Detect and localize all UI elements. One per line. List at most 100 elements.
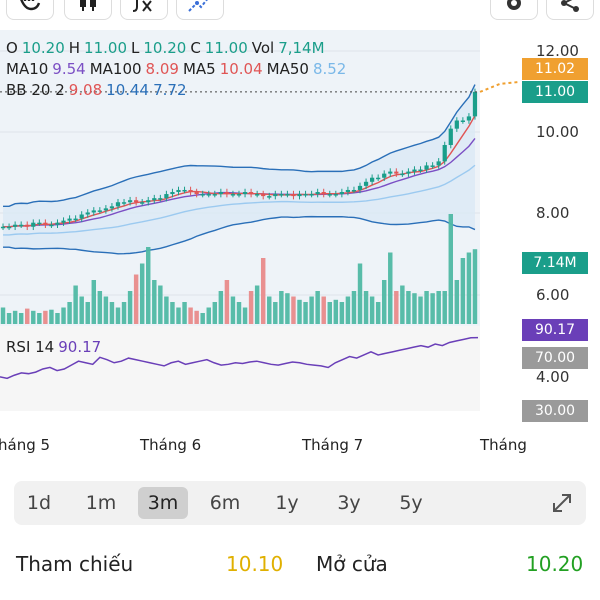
volume-bar	[212, 302, 218, 324]
candle-body	[321, 192, 326, 195]
range-1m[interactable]: 1m	[85, 492, 117, 514]
volume-bar	[454, 280, 460, 324]
candle-body	[200, 194, 205, 196]
volume-bar	[448, 214, 453, 324]
volume-bar	[412, 293, 417, 324]
ma-value: 10.04	[219, 60, 263, 78]
candle-body	[43, 222, 48, 225]
candle-body	[267, 196, 272, 198]
volume-bar	[109, 302, 115, 324]
volume-bar	[61, 307, 66, 324]
candle-body	[394, 171, 399, 174]
ohlc-key: Vol	[251, 39, 275, 57]
candle-body	[140, 202, 145, 204]
rsi-legend: RSI 14 90.17	[6, 338, 105, 356]
range-5y[interactable]: 5y	[399, 492, 423, 514]
share-button[interactable]	[546, 0, 594, 20]
candle-body	[285, 194, 290, 196]
candle-body	[206, 194, 211, 196]
price-axis-label: 10.00	[536, 123, 579, 141]
candle-body	[79, 214, 84, 219]
drawing-tools-button[interactable]	[176, 0, 224, 20]
volume-bar	[466, 252, 472, 324]
volume-bar	[49, 309, 54, 324]
volume-bar	[6, 313, 12, 324]
settings-button[interactable]	[490, 0, 538, 20]
candle-body	[400, 173, 405, 176]
candle-body	[248, 192, 254, 195]
ohlc-value: 10.20	[143, 39, 187, 57]
range-3y[interactable]: 3y	[337, 492, 361, 514]
toolbar	[0, 0, 600, 24]
price-axis-label: 8.00	[536, 204, 570, 222]
bb-legend: BB 20 2 9.08 10.44 7.72	[6, 81, 191, 99]
candle-body	[37, 222, 42, 225]
price-chart[interactable]: O 10.20 H 11.00 L 10.20 C 11.00 Vol 7,14M MA10 9.5…	[0, 30, 600, 426]
volume-bar	[164, 296, 169, 324]
fullscreen-button[interactable]	[548, 489, 576, 517]
volume-bar	[91, 280, 97, 324]
ohlc-value: 7,14M	[278, 39, 325, 57]
volume-bar	[170, 302, 175, 324]
range-6m[interactable]: 6m	[209, 492, 241, 514]
volume-bar	[182, 302, 187, 324]
bb-value-2: 10.44	[106, 81, 150, 99]
ma-value: 8.09	[145, 60, 179, 78]
volume-bar	[31, 310, 36, 324]
share-icon	[561, 0, 579, 12]
hand-tool-button[interactable]	[6, 0, 54, 20]
chart-canvas[interactable]	[0, 30, 600, 426]
bb-value-3: 7.72	[153, 81, 187, 99]
volume-bar	[97, 291, 103, 324]
rsi-pane-bg	[0, 326, 480, 411]
candle-body	[25, 224, 30, 227]
volume-bar	[152, 280, 157, 324]
volume-bar	[460, 258, 466, 324]
volume-bar	[43, 310, 48, 324]
price-summary: Tham chiếu 10.10 Mở cửa 10.20	[0, 548, 600, 584]
candle-body	[73, 218, 78, 221]
candle-body	[91, 210, 96, 213]
indicators-button[interactable]	[120, 0, 168, 20]
ma-key: MA10	[6, 60, 49, 78]
volume-bar	[327, 302, 332, 324]
volume-bar	[339, 302, 345, 324]
range-1d[interactable]: 1d	[26, 492, 52, 514]
candle-body	[19, 224, 24, 227]
ma-key: MA100	[89, 60, 142, 78]
candle-body	[291, 194, 296, 197]
range-3m[interactable]: 3m	[138, 487, 188, 519]
candle-body	[152, 198, 157, 201]
volume-bar	[285, 293, 290, 324]
volume-bar	[351, 291, 357, 324]
candle-body	[436, 161, 441, 166]
volume-bar	[248, 291, 254, 324]
candle-body	[170, 192, 175, 195]
candle-body	[13, 224, 18, 227]
drawing-tools-icon	[188, 0, 208, 12]
ohlc-value: 11.00	[204, 39, 248, 57]
candle-body	[448, 128, 453, 146]
volume-bar	[279, 291, 284, 324]
range-1y[interactable]: 1y	[275, 492, 299, 514]
candle-body	[115, 202, 121, 207]
chart-type-button[interactable]	[64, 0, 112, 20]
candle-body	[127, 200, 133, 203]
candle-body	[345, 189, 351, 193]
reference-value: 10.10	[226, 552, 284, 576]
last-close-tag: 11.02	[522, 58, 588, 80]
volume-bar	[369, 296, 375, 324]
candle-body	[146, 200, 151, 203]
ma-legend: MA10 9.54 MA100 8.09 MA5 10.04 MA50 8.52	[6, 60, 350, 78]
projection-line	[479, 80, 521, 93]
volume-bar	[388, 252, 393, 324]
ma-key: MA50	[266, 60, 309, 78]
rsi-value: 90.17	[58, 338, 102, 356]
candle-body	[158, 198, 163, 200]
volume-bar	[188, 307, 193, 324]
candle-body	[55, 222, 60, 225]
time-range-selector: 1d 1m 3m 6m 1y 3y 5y	[14, 481, 586, 525]
current-price-tag: 11.00	[522, 81, 588, 103]
volume-bar	[55, 313, 60, 324]
candle-body	[0, 226, 6, 229]
